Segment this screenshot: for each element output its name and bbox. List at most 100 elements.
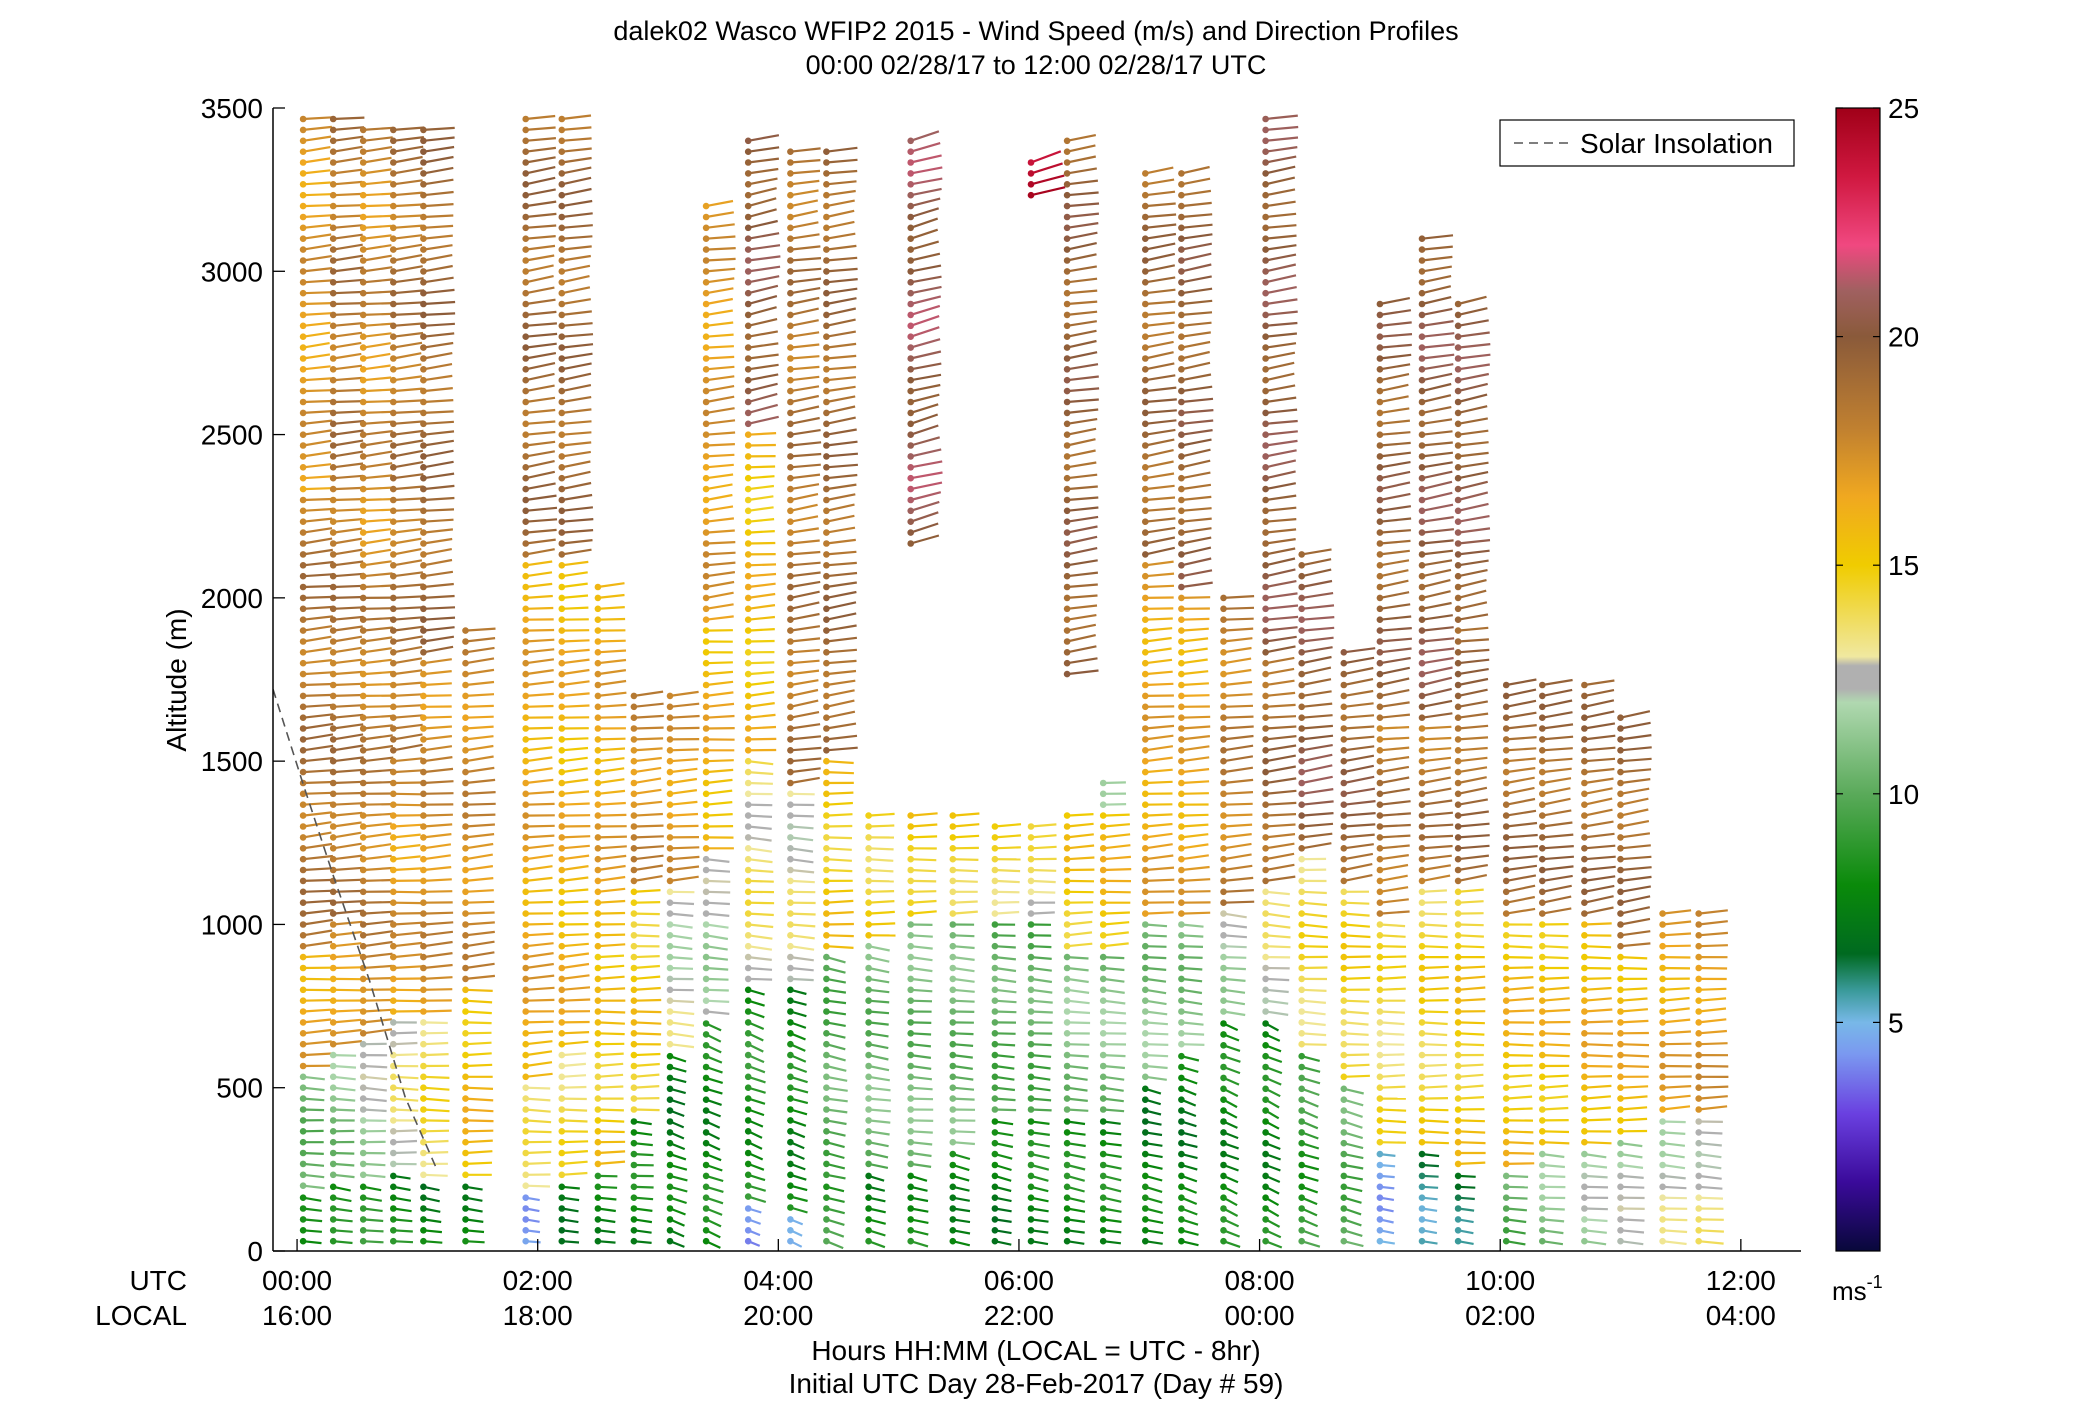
wind-barb-point (1220, 605, 1227, 613)
wind-barb-point (1340, 790, 1348, 798)
wind-barb-point (702, 474, 710, 482)
wind-barb (1181, 233, 1213, 240)
wind-barb-point (1063, 1030, 1071, 1037)
wind-barb (1265, 1010, 1289, 1016)
wind-barb-point (823, 562, 830, 569)
wind-barb-point (823, 866, 830, 874)
wind-barb (1181, 945, 1204, 948)
wind-barb-point (1454, 888, 1462, 896)
wind-barb (333, 410, 365, 414)
wind-barb (303, 791, 333, 795)
wind-barb (561, 431, 592, 436)
wind-barb (363, 486, 393, 491)
wind-barb (333, 658, 363, 665)
wind-barb (423, 496, 455, 502)
wind-barb-point (823, 1128, 830, 1135)
wind-barb-point (1220, 1096, 1227, 1103)
wind-barb (303, 769, 334, 774)
wind-barb-point (666, 964, 674, 972)
wind-barb-point (744, 333, 752, 341)
wind-barb (1030, 977, 1053, 984)
wind-barb (826, 416, 856, 425)
wind-barb (1145, 1043, 1169, 1046)
wind-barb-point (1262, 790, 1269, 798)
wind-barb-point (787, 311, 794, 319)
wind-barb-point (390, 1160, 397, 1168)
wind-barb-point (1376, 442, 1384, 449)
wind-barb-point (594, 1051, 602, 1059)
wind-barb-point (865, 1095, 872, 1102)
wind-barb-point (462, 888, 469, 896)
wind-barb-point (1454, 355, 1462, 362)
wind-barb (1181, 756, 1210, 763)
wind-barb (706, 443, 735, 447)
wind-barb-point (1142, 812, 1149, 819)
wind-barb (525, 482, 556, 491)
wind-barb-point (823, 801, 830, 808)
wind-barb-point (1418, 1084, 1426, 1091)
wind-barb-point (1298, 616, 1305, 623)
wind-barb-point (1142, 768, 1149, 776)
wind-barb (1265, 801, 1297, 806)
wind-barb-point (329, 540, 337, 547)
wind-barb-point (1418, 1216, 1426, 1223)
wind-barb-point (1502, 1237, 1510, 1245)
wind-barb-point (666, 736, 674, 743)
wind-barb-point (1502, 975, 1510, 983)
wind-barb (363, 803, 393, 806)
wind-barb-point (744, 681, 752, 689)
wind-barb (465, 1010, 492, 1015)
wind-barb-point (359, 246, 367, 253)
wind-barb-point (1376, 736, 1384, 743)
wind-barb (1379, 765, 1410, 774)
wind-barb (910, 945, 933, 950)
wind-barb (826, 746, 858, 752)
wind-barb-point (1099, 1106, 1107, 1113)
wind-barb (790, 319, 819, 327)
wind-barb (1379, 976, 1406, 980)
wind-barb (826, 463, 858, 469)
wind-barb (705, 858, 730, 863)
wind-barb-point (1262, 398, 1269, 406)
wind-barb-point (299, 801, 307, 808)
wind-barb-point (1454, 1149, 1462, 1157)
wind-barb (1301, 966, 1328, 970)
wind-barb-point (1376, 1150, 1384, 1158)
wind-barb-point (359, 801, 367, 808)
wind-barb (393, 243, 423, 251)
wind-barb (790, 287, 821, 295)
wind-barb (1421, 451, 1454, 458)
wind-barb-point (1340, 1040, 1348, 1048)
wind-barb-point (329, 964, 337, 972)
wind-barb-point (522, 1084, 529, 1091)
wind-barb (910, 977, 933, 983)
wind-barb-point (787, 845, 794, 852)
wind-barb-point (299, 181, 307, 188)
wind-barb-point (1142, 1051, 1149, 1059)
wind-barb (597, 1085, 624, 1089)
wind-barb-point (1454, 1183, 1462, 1191)
wind-barb-point (1418, 409, 1426, 417)
wind-barb-point (1142, 1062, 1149, 1070)
wind-barb-point (787, 1237, 794, 1245)
wind-barb (393, 704, 423, 708)
wind-barb (633, 934, 660, 938)
wind-barb-point (1178, 431, 1185, 439)
wind-barb-point (744, 823, 752, 830)
wind-barb (1265, 372, 1295, 382)
wind-barb-point (787, 344, 794, 351)
wind-barb (1343, 852, 1374, 861)
wind-barb (826, 791, 854, 795)
wind-barb (748, 157, 780, 164)
wind-barb-point (1376, 975, 1384, 983)
wind-barb-point (558, 1084, 566, 1091)
wind-barb-point (390, 1216, 397, 1223)
wind-barb (333, 400, 364, 404)
wind-barb-point (1262, 1118, 1269, 1125)
wind-barb-point (390, 932, 397, 939)
wind-barb-point (702, 398, 710, 406)
wind-barb (910, 338, 941, 349)
wind-barb (1145, 311, 1176, 316)
wind-barb-point (329, 583, 337, 591)
wind-barb-point (359, 1149, 367, 1157)
